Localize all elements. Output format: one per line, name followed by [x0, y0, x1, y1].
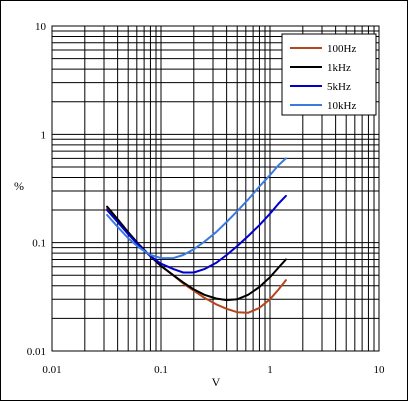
legend-label: 100Hz: [327, 43, 356, 55]
tick-labels: 0.01 0.1 1 10 0.01 0.1 1 10: [27, 21, 385, 376]
y-tick-label: 10: [35, 21, 47, 33]
x-tick-label: 1: [267, 364, 273, 376]
legend-label: 10kHz: [327, 100, 356, 112]
y-axis-label: %: [14, 179, 24, 193]
legend: 100Hz 1kHz 5kHz 10kHz: [281, 33, 377, 116]
y-tick-label: 1: [41, 129, 47, 141]
x-tick-label: 0.01: [42, 364, 61, 376]
legend-label: 5kHz: [327, 81, 351, 93]
x-tick-label: 10: [374, 364, 386, 376]
series-line-5khz: [106, 194, 287, 274]
series-line-10khz: [106, 157, 287, 260]
x-tick-label: 0.1: [154, 364, 168, 376]
series-group: [106, 157, 287, 314]
legend-label: 1kHz: [327, 62, 351, 74]
x-axis-label: V: [212, 375, 221, 389]
y-tick-label: 0.1: [32, 238, 46, 250]
plot-area-border: [51, 25, 380, 352]
y-tick-label: 0.01: [27, 346, 46, 358]
